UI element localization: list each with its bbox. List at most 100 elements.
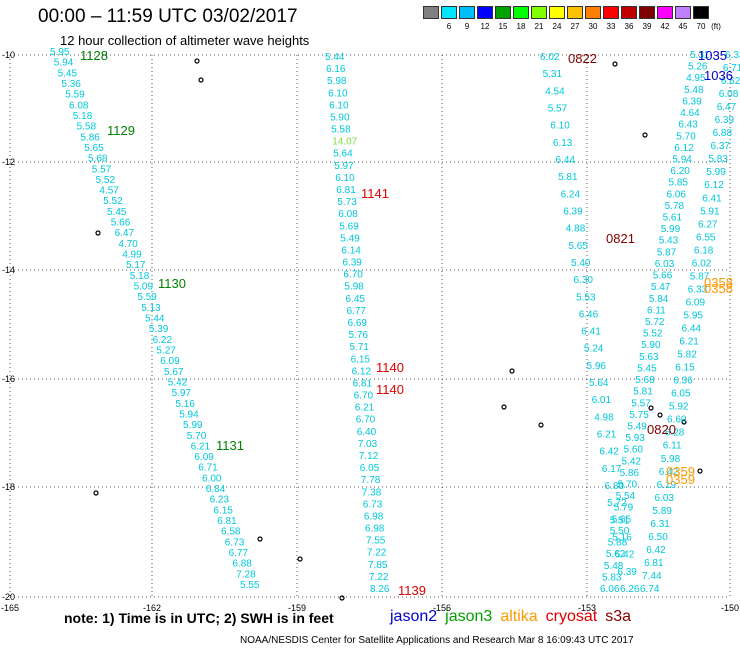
time-label: 1129 [107,123,135,138]
swh-value: 6.21 [679,337,699,348]
swh-value: 5.72 [607,498,627,509]
swh-value: 5.55 [240,580,260,591]
time-label: 1130 [158,276,186,291]
swh-value: 5.72 [645,317,665,328]
swh-value: 5.65 [568,241,588,252]
page-title: 00:00 – 11:59 UTC 03/02/2017 [38,6,298,27]
swh-value: 6.05 [360,463,380,474]
swh-value: 5.99 [706,167,726,178]
scale-swatch [531,6,547,19]
swh-value: 5.59 [65,90,85,101]
swh-value: 7.44 [642,571,662,582]
swh-value: 7.55 [366,536,386,547]
swh-value: 6.88 [232,559,252,570]
swh-value: 7.78 [361,475,381,486]
swh-value: 5.69 [339,221,359,232]
swh-value: 6.10 [329,100,349,111]
swh-value: 6.21 [355,403,375,414]
axis-labels: -165 -162 -159 -156 -153 -150 -10 -12 -14 -16 -18 -… [1,50,739,613]
swh-value: 4.57 [99,186,119,197]
swh-value: 6.28 [665,428,685,439]
lat-label: -18 [2,482,15,492]
swh-value: 5.61 [663,213,683,224]
swh-value: 4.64 [680,108,700,119]
swh-value: 6.10 [550,121,570,132]
swh-value: 6.40 [357,427,377,438]
swh-value: 6.19 [657,480,677,491]
scale-swatch [657,6,673,19]
swh-value: 6.88 [713,128,733,139]
swh-value: 6.70 [356,415,376,426]
swh-value: 6.46 [579,309,599,320]
lat-label: -14 [2,265,15,275]
swh-value: 7.22 [367,548,387,559]
swh-value: 6.16 [326,64,346,75]
swh-value: 14.07 [332,137,357,148]
swh-value: 6.70 [343,270,363,281]
swh-value: 5.79 [614,503,634,514]
lat-label: -12 [2,157,15,167]
swh-value: 6.69 [348,318,368,329]
legend-item: cryosat [545,608,598,625]
swh-value: 5.09 [134,282,154,293]
time-label: 0358 [704,275,733,290]
lon-label: -165 [1,603,19,613]
swh-value: 5.73 [337,197,357,208]
swh-value: 5.17 [126,260,146,271]
swh-value: 7.03 [358,439,378,450]
swh-value: 5.86 [80,132,100,143]
swh-value: 5.16 [612,533,632,544]
scale-label: 21 [534,22,544,31]
island-mark [538,422,544,428]
island-mark [612,61,618,67]
scale-swatch [567,6,583,19]
swh-value: 6.81 [644,558,664,569]
swh-value: 5.36 [61,79,81,90]
time-label: 1139 [398,583,426,598]
swh-value: 5.53 [576,292,596,303]
swh-value: 6.71 [723,63,740,74]
swh-value: 6.39 [342,258,362,269]
swh-value: 5.78 [665,201,685,212]
swh-value: 5.81 [558,172,578,183]
swh-value: 6.39 [682,96,702,107]
swh-value: 6.81 [336,185,356,196]
time-label: 0359 [666,472,695,487]
swh-value: 6.41 [581,327,601,338]
swh-value: 4.88 [566,224,586,235]
swh-value: 4.95 [686,73,706,84]
satellite-tracks: 5.955.945.455.365.596.085.185.585.865.65… [50,47,740,595]
time-label: 1140 [376,360,404,375]
swh-value: 6.31 [650,519,670,530]
swh-value: 6.73 [225,537,245,548]
island-mark [697,468,703,474]
swh-value: 5.16 [175,399,195,410]
swh-value: 6.98 [364,512,384,523]
swh-value: 6.42 [615,550,635,561]
swh-value: 6.43 [678,120,698,131]
swh-value: 6.11 [663,441,682,452]
scale-label: 9 [464,22,470,31]
swh-value: 6.37 [711,141,731,152]
swh-value: 5.70 [187,431,207,442]
swh-value: 5.43 [659,236,679,247]
scale-swatch [549,6,565,19]
swh-value: 5.99 [661,224,681,235]
swh-value: 6.70 [354,391,374,402]
swh-value: 5.89 [652,506,672,517]
swh-value: 5.97 [334,161,354,172]
swh-value: 5.49 [627,422,647,433]
legend-item: jason2 [390,608,438,625]
swh-value: 6.01 [592,395,612,406]
islands [93,58,703,601]
swh-value: 6.08 [69,100,89,111]
scale-label: 42 [660,22,670,31]
time-label: 0821 [606,231,635,246]
swh-value: 5.57 [548,104,568,115]
swh-value: 5.87 [657,247,677,258]
swh-value: 5.52 [643,329,663,340]
swh-value: 5.44 [325,52,345,63]
swh-value: 6.55 [696,232,716,243]
scale-swatch [603,6,619,19]
